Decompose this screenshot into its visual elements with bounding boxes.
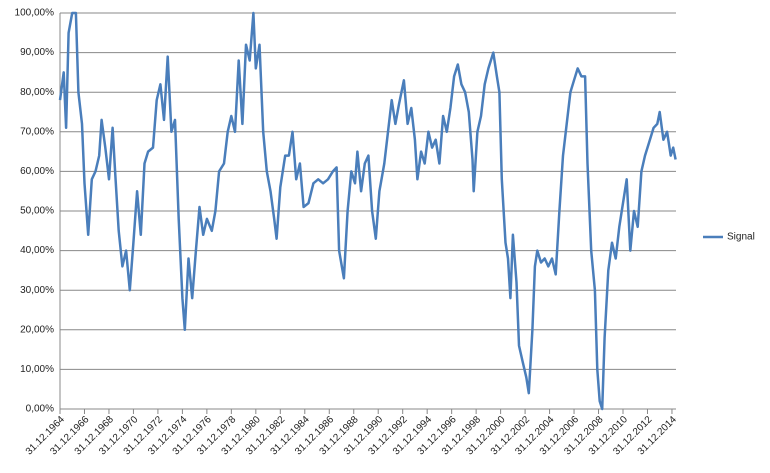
y-tick-label: 100,00% <box>15 8 55 19</box>
y-tick-label: 70,00% <box>20 126 54 137</box>
y-tick-label: 30,00% <box>20 285 54 296</box>
y-tick-label: 20,00% <box>20 324 54 335</box>
y-tick-label: 80,00% <box>20 87 54 98</box>
y-tick-label: 0,00% <box>26 404 54 415</box>
y-tick-label: 60,00% <box>20 166 54 177</box>
y-tick-label: 90,00% <box>20 47 54 58</box>
y-tick-label: 10,00% <box>20 364 54 375</box>
y-tick-label: 50,00% <box>20 206 54 217</box>
legend-label: Signal <box>727 232 755 243</box>
data-line <box>58 11 677 411</box>
y-tick-label: 40,00% <box>20 245 54 256</box>
